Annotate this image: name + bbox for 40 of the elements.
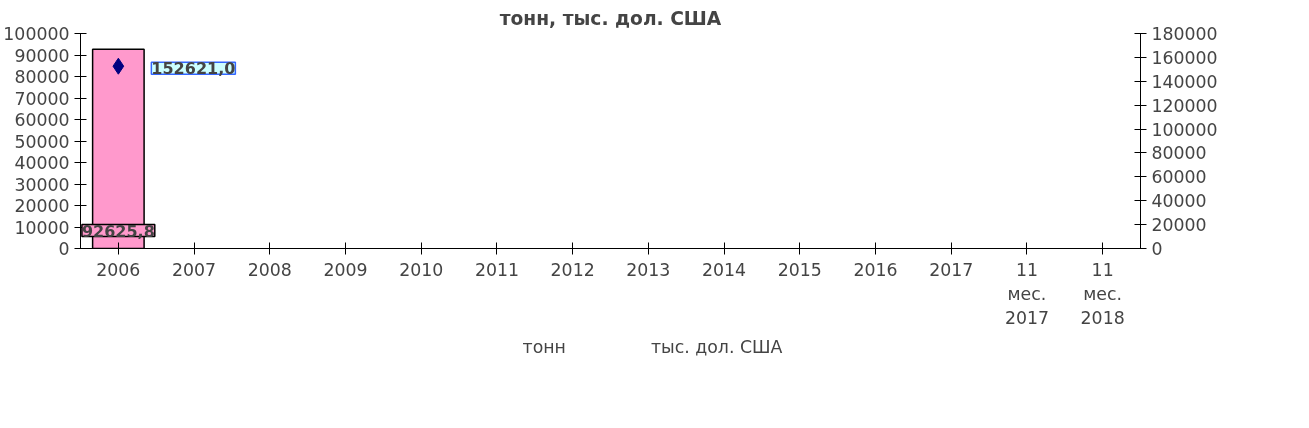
chart-title: тонн, тыс. дол. США — [499, 7, 722, 29]
y2-tick-label: 120000 — [1151, 95, 1218, 116]
y2-tick-label: 20000 — [1151, 215, 1207, 236]
x-tick-label: 2016 — [853, 259, 898, 280]
y2-tick-label: 100000 — [1151, 119, 1218, 140]
x-tick-label: 2010 — [399, 259, 444, 280]
y-tick-label: 50000 — [14, 131, 70, 152]
x-tick-label: 2009 — [323, 259, 368, 280]
text: тонн — [522, 337, 566, 357]
text: тыс. дол. США — [650, 337, 783, 357]
y-tick-label: 70000 — [14, 88, 70, 109]
x-tick-label: 2007 — [172, 259, 217, 280]
y-tick-label: 0 — [58, 239, 70, 259]
y2-tick-label: 180000 — [1151, 24, 1218, 44]
y2-tick-label: 40000 — [1151, 191, 1207, 212]
y-tick-label: 90000 — [14, 45, 70, 66]
x-tick-label: 2008 — [247, 259, 292, 280]
x-tick-label: 2014 — [702, 259, 747, 280]
y2-tick-label: 0 — [1151, 239, 1163, 259]
y-tick-label: 20000 — [14, 196, 70, 216]
y-tick-label: 10000 — [14, 217, 70, 238]
x-tick-label: 2011 — [474, 259, 519, 280]
y2-tick-label: 160000 — [1151, 47, 1218, 68]
y2-tick-label: 80000 — [1151, 143, 1207, 164]
y-tick-label: 100000 — [3, 24, 70, 44]
y-tick-label: 30000 — [14, 174, 70, 195]
y2-tick-label: 140000 — [1151, 71, 1218, 92]
x-tick-label: 2015 — [777, 259, 822, 280]
x-tick-label: 2012 — [550, 259, 595, 280]
y2-tick-label: 60000 — [1151, 167, 1207, 188]
y-tick-label: 40000 — [14, 153, 70, 173]
x-tick-label: 2017 — [929, 259, 974, 280]
y-tick-label: 60000 — [14, 110, 70, 130]
x-tick-label: 2013 — [626, 259, 671, 280]
x-tick-label: 2006 — [96, 259, 141, 280]
x-tick-label: 11 мес. 2017 — [1004, 259, 1049, 328]
x-tick-label: 11 мес. 2018 — [1080, 259, 1125, 328]
data-label: 152621,0 — [151, 59, 236, 79]
data-label: 92625,8 — [81, 221, 155, 241]
y-tick-label: 80000 — [14, 67, 70, 87]
